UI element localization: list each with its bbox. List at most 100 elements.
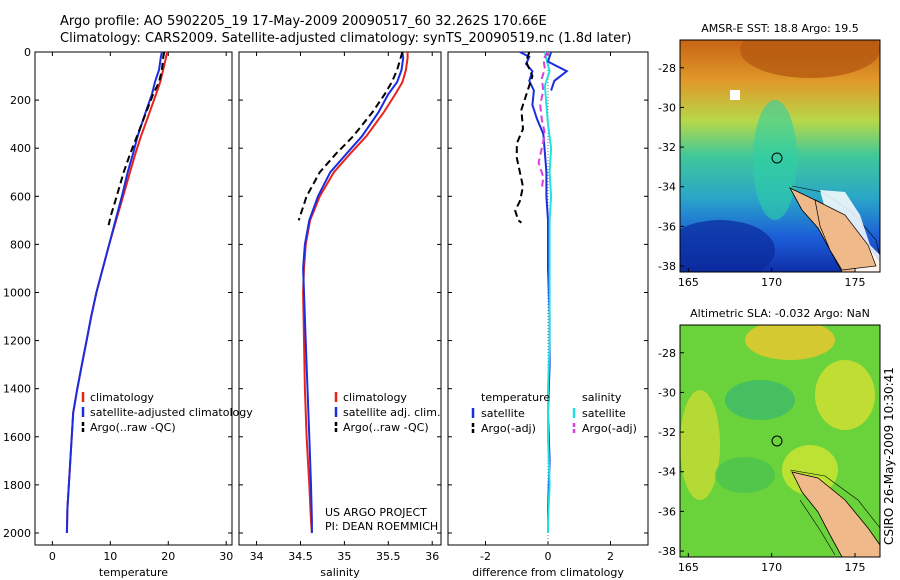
- temperature-legend-label: climatology: [90, 391, 154, 404]
- map-xtick-label: 170: [761, 561, 782, 574]
- temperature-ytick-label: 0: [24, 46, 31, 59]
- difference-legend-header-temp: temperature: [481, 391, 550, 404]
- salinity-xtick-label: 34: [250, 550, 264, 563]
- map-ytick-label: -36: [658, 505, 676, 518]
- difference-legend-header-sal: salinity: [582, 391, 622, 404]
- map-xtick-label: 175: [845, 561, 866, 574]
- map-ytick-label: -30: [658, 386, 676, 399]
- temperature-series-2: [107, 51, 166, 226]
- map-ytick-label: -34: [658, 466, 676, 479]
- map-ytick-label: -34: [658, 181, 676, 194]
- sst-missing-patch: [730, 90, 740, 100]
- sla-map-frame: [679, 324, 881, 558]
- temperature-series-1: [65, 51, 163, 534]
- temperature-ytick-label: 1800: [3, 479, 31, 492]
- salinity-xtick-label: 34.5: [288, 550, 313, 563]
- side-stamp: CSIRO 26-May-2009 10:30:41: [882, 367, 896, 545]
- figure-title-line2: Climatology: CARS2009. Satellite-adjuste…: [60, 31, 632, 46]
- temperature-xtick-label: 0: [49, 550, 56, 563]
- sst-map-frame: [679, 39, 881, 273]
- map-ytick-label: -36: [658, 220, 676, 233]
- sst-cold-patch: [680, 220, 775, 272]
- difference-legend-label-left: Argo(-adj): [481, 422, 536, 435]
- temperature-panel: 0 200 400 600 800 1000 1200 1400 1600 1800 2000 0 10…: [3, 46, 253, 579]
- temperature-xtick-label: 10: [103, 550, 117, 563]
- temperature-series-0: [65, 51, 169, 534]
- difference-panel: -2 0 2 difference from climatology temperatu…: [447, 51, 649, 579]
- sla-high-3: [680, 390, 720, 500]
- sst-axes: 165 170 175 -28 -30 -32 -34 -36 -38: [658, 62, 865, 289]
- temperature-legend-label: satellite-adjusted climatology: [90, 406, 253, 419]
- figure-title-line1: Argo profile: AO 5902205_19 17-May-2009 …: [60, 14, 547, 29]
- salinity-xtick-label: 35.5: [376, 550, 401, 563]
- sla-map: [680, 325, 880, 557]
- map-ytick-label: -38: [658, 545, 676, 558]
- difference-xtick-label: 2: [607, 550, 614, 563]
- salinity-legend-label: satellite adj. clim.: [343, 406, 440, 419]
- temperature-ytick-label: 2000: [3, 527, 31, 540]
- salinity-xtick-label: 35: [337, 550, 351, 563]
- difference-xtick-label: -2: [480, 550, 491, 563]
- salinity-annotation-project: US ARGO PROJECT: [325, 506, 427, 519]
- salinity-axes-frame: [238, 51, 442, 546]
- difference-series-0: [519, 51, 551, 533]
- temperature-xlabel: temperature: [99, 566, 168, 579]
- salinity-series-0: [302, 52, 409, 534]
- temperature-xtick-label: 20: [161, 550, 175, 563]
- sla-argo-marker: [771, 435, 783, 447]
- sst-land-fill: [814, 199, 877, 271]
- temperature-ytick-label: 400: [10, 142, 31, 155]
- map-xtick-label: 165: [678, 276, 699, 289]
- salinity-panel: 34 34.5 35 35.5 36 salinity climatology satelli…: [238, 51, 442, 579]
- sst-map-title: AMSR-E SST: 18.8 Argo: 19.5: [701, 22, 859, 35]
- map-ytick-label: -28: [658, 62, 676, 75]
- temperature-ytick-label: 200: [10, 94, 31, 107]
- salinity-series-1: [302, 51, 405, 533]
- temperature-ytick-label: 600: [10, 190, 31, 203]
- map-ytick-label: -32: [658, 426, 676, 439]
- salinity-xtick-label: 36: [425, 550, 439, 563]
- difference-series-2: [543, 51, 553, 533]
- temperature-xtick-label: 30: [219, 550, 233, 563]
- difference-series-1: [514, 51, 534, 224]
- salinity-xlabel: salinity: [320, 566, 360, 579]
- map-ytick-label: -28: [658, 347, 676, 360]
- map-xtick-label: 175: [845, 276, 866, 289]
- sst-tongue: [753, 100, 797, 220]
- map-ytick-label: -30: [658, 101, 676, 114]
- temperature-ytick-label: 1600: [3, 431, 31, 444]
- sla-high-2: [815, 360, 875, 430]
- sla-shelf-outline: [799, 499, 836, 556]
- sla-axes: 165 170 175 -28 -30 -32 -34 -36 -38: [658, 347, 865, 574]
- sla-low-2: [715, 457, 775, 493]
- temperature-ytick-label: 1200: [3, 335, 31, 348]
- sla-low-1: [725, 380, 795, 420]
- temperature-ytick-label: 800: [10, 238, 31, 251]
- sla-high-1: [745, 325, 835, 360]
- map-ytick-label: -38: [658, 260, 676, 273]
- map-ytick-label: -32: [658, 141, 676, 154]
- sst-warm-patch: [740, 40, 880, 78]
- sla-coast-outline: [789, 469, 880, 529]
- salinity-legend-label: Argo(..raw -QC): [343, 421, 429, 434]
- difference-series-4: [546, 51, 569, 91]
- sst-argo-marker: [771, 152, 783, 164]
- temperature-ytick-label: 1000: [3, 286, 31, 299]
- salinity-annotation-pi: PI: DEAN ROEMMICH: [325, 520, 438, 533]
- difference-legend-label-right: Argo(-adj): [582, 422, 637, 435]
- salinity-series-2: [297, 51, 404, 221]
- difference-series-3: [537, 51, 549, 190]
- difference-legend-label-left: satellite: [481, 407, 525, 420]
- temperature-axes-frame: [34, 51, 233, 546]
- temperature-ytick-label: 1400: [3, 383, 31, 396]
- salinity-legend-label: climatology: [343, 391, 407, 404]
- sst-map: [680, 40, 880, 272]
- map-xtick-label: 165: [678, 561, 699, 574]
- difference-legend-label-right: satellite: [582, 407, 626, 420]
- map-xtick-label: 170: [761, 276, 782, 289]
- sla-land: [791, 471, 880, 557]
- temperature-legend-label: Argo(..raw -QC): [90, 421, 176, 434]
- difference-xtick-label: 0: [545, 550, 552, 563]
- sla-map-title: Altimetric SLA: -0.032 Argo: NaN: [690, 307, 870, 320]
